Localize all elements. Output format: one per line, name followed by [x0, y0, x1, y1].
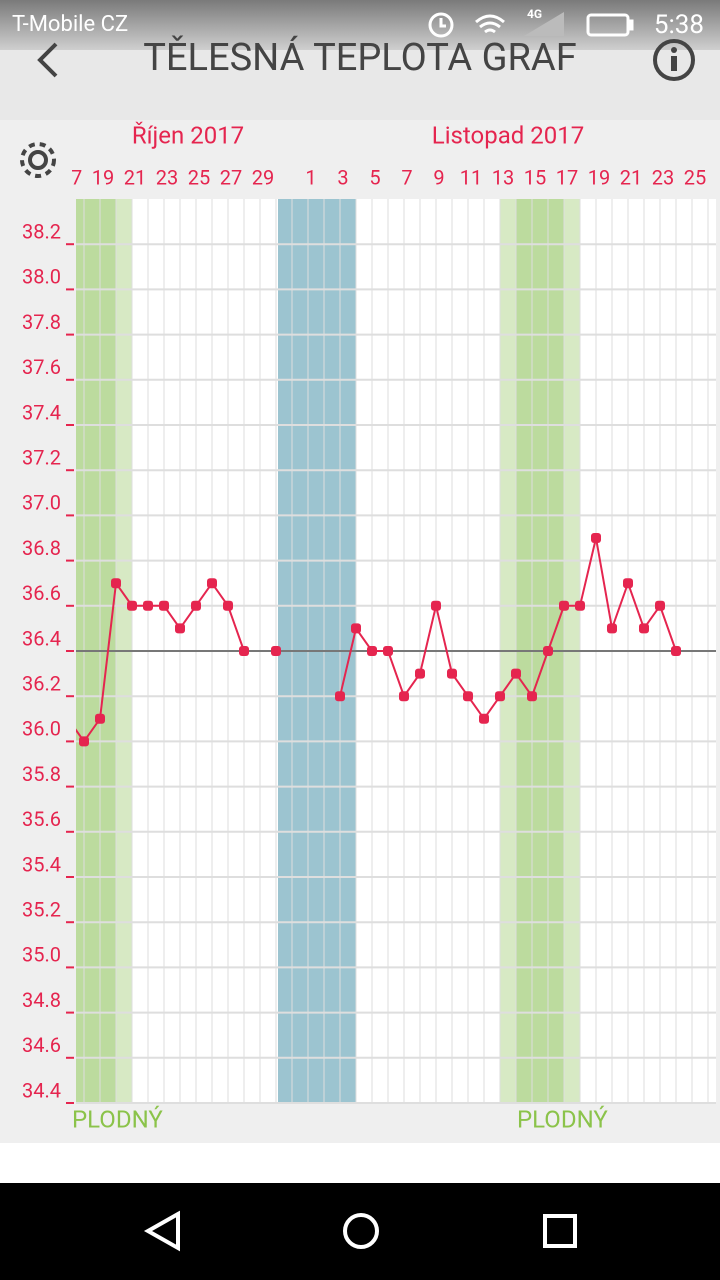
data-point — [143, 600, 153, 611]
data-point — [415, 668, 425, 679]
network: 4G — [527, 7, 542, 21]
screen-title: TĚLESNÁ TEPLOTA GRAF — [143, 34, 576, 80]
x-tick-label: 11 — [460, 165, 482, 189]
y-tick-label: 34.6 — [22, 1033, 61, 1057]
data-point — [623, 578, 633, 589]
status-icons — [428, 12, 634, 38]
x-tick-label: 23 — [652, 165, 674, 189]
series — [76, 533, 681, 747]
spacer — [0, 1143, 720, 1183]
y-tick-label: 38.0 — [22, 265, 61, 289]
y-tick-label: 37.8 — [22, 310, 61, 334]
data-point — [495, 691, 505, 702]
y-tick-label: 36.0 — [22, 717, 61, 741]
data-point — [575, 600, 585, 611]
y-tick-label: 38.2 — [22, 219, 61, 243]
x-tick-label: 25 — [684, 165, 706, 189]
y-tick-label: 37.0 — [22, 491, 61, 515]
band-label: PLODNÝ — [517, 1105, 608, 1133]
data-point — [431, 600, 441, 611]
x-tick-label: 19 — [92, 165, 114, 189]
data-point — [639, 623, 649, 634]
x-tick-label: 25 — [188, 165, 210, 189]
y-tick-label: 34.8 — [22, 988, 61, 1012]
x-tick-label: 29 — [252, 165, 274, 189]
data-point — [463, 691, 473, 702]
y-tick-label: 37.6 — [22, 355, 61, 379]
x-tick-label: 23 — [156, 165, 178, 189]
nav-bar — [0, 1183, 720, 1280]
data-point — [559, 600, 569, 611]
y-tick-label: 36.6 — [22, 581, 61, 605]
data-point — [399, 691, 409, 702]
y-tick-label: 36.8 — [22, 536, 61, 560]
data-point — [239, 646, 249, 656]
data-point — [655, 600, 665, 611]
y-tick-label: 36.4 — [22, 626, 61, 650]
data-point — [543, 646, 553, 656]
x-tick-label: 1 — [305, 165, 316, 189]
y-tick-label: 35.6 — [22, 807, 61, 831]
data-point — [383, 646, 393, 656]
y-tick-label: 35.2 — [22, 897, 61, 921]
band-label: PLODNÝ — [72, 1105, 163, 1133]
y-tick-label: 37.2 — [22, 445, 61, 469]
signal-icon — [524, 12, 564, 36]
x-tick-label: 3 — [337, 165, 348, 189]
data-point — [159, 600, 169, 611]
data-point — [223, 600, 233, 611]
x-tick-label: 7 — [401, 165, 412, 189]
month-label: Listopad 2017 — [432, 121, 584, 149]
data-point — [671, 646, 681, 656]
data-point — [527, 691, 537, 702]
x-tick-label: 5 — [369, 165, 380, 189]
data-point — [479, 713, 489, 724]
y-tick-label: 35.8 — [22, 762, 61, 786]
clock: 5:38 — [654, 10, 704, 40]
nav-recents[interactable] — [543, 1214, 577, 1248]
data-point — [351, 623, 361, 634]
data-point — [95, 713, 105, 724]
info-button[interactable] — [653, 39, 695, 81]
month-label: Říjen 2017 — [132, 121, 244, 149]
x-tick-label: 19 — [588, 165, 610, 189]
data-point — [191, 600, 201, 611]
status-bar-bg — [0, 0, 720, 50]
y-tick-label: 34.4 — [22, 1078, 61, 1102]
nav-back[interactable] — [143, 1210, 180, 1252]
data-point — [367, 646, 377, 656]
data-point — [271, 646, 281, 656]
x-tick-label: 27 — [220, 165, 242, 189]
data-point — [607, 623, 617, 634]
data-point — [111, 578, 121, 589]
x-tick-label: 17 — [60, 165, 82, 189]
x-tick-label: 17 — [556, 165, 578, 189]
data-point — [127, 600, 137, 611]
data-point — [511, 668, 521, 679]
x-tick-label: 9 — [433, 165, 444, 189]
back-button[interactable] — [37, 42, 58, 78]
x-tick-label: 13 — [492, 165, 514, 189]
y-tick-label: 35.4 — [22, 852, 61, 876]
data-point — [79, 736, 89, 747]
y-tick-label: 35.0 — [22, 943, 61, 967]
data-point — [175, 623, 185, 634]
y-tick-label: 37.4 — [22, 400, 61, 424]
x-tick-label: 15 — [524, 165, 546, 189]
settings-button[interactable] — [20, 142, 56, 178]
x-tick-label: 21 — [124, 165, 146, 189]
data-point — [591, 533, 601, 543]
data-point — [335, 691, 345, 702]
carrier: T-Mobile CZ — [12, 12, 128, 37]
nav-home[interactable] — [343, 1213, 379, 1249]
data-point — [447, 668, 457, 679]
x-tick-label: 21 — [620, 165, 642, 189]
y-tick-label: 36.2 — [22, 671, 61, 695]
data-point — [207, 578, 217, 589]
